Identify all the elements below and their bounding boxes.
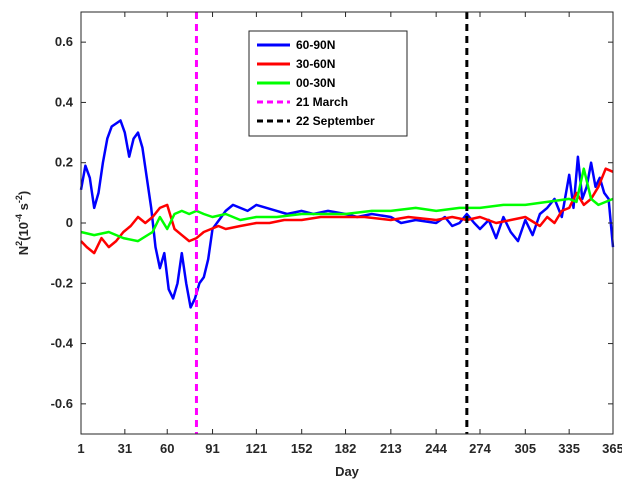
x-tick-label: 1	[77, 441, 84, 456]
y-axis-label-sup1: 2	[14, 241, 24, 246]
series-60-90n-line	[79, 119, 615, 309]
series-30-60n-line	[80, 167, 614, 255]
legend-label-22-september: 22 September	[296, 114, 375, 128]
x-tick-label: 305	[514, 441, 536, 456]
series-00-30n-line	[80, 167, 614, 243]
y-tick-label: -0.2	[51, 275, 73, 290]
y-tick-label: -0.6	[51, 396, 73, 411]
x-tick-label: 335	[558, 441, 580, 456]
x-tick-label: 91	[205, 441, 219, 456]
legend: 60-90N 30-60N 00-30N 21 March 22 September	[248, 30, 408, 137]
y-axis-label-sup3: -2	[14, 195, 24, 203]
y-tick-label: 0.2	[55, 155, 73, 170]
y-axis-label-base: N	[16, 246, 31, 255]
x-axis-label: Day	[335, 464, 360, 479]
y-axis-label-sup2: -4	[14, 214, 24, 222]
legend-box	[248, 30, 408, 137]
x-tick-label: 60	[160, 441, 174, 456]
y-tick-label: -0.4	[51, 336, 74, 351]
x-tick-label: 152	[291, 441, 313, 456]
y-axis-label-mid: (10	[16, 222, 31, 241]
x-tick-label: 121	[246, 441, 268, 456]
legend-label-60-90n: 60-90N	[296, 38, 335, 52]
legend-label-21-march: 21 March	[296, 95, 348, 109]
y-axis-label: N2(10-4 s-2)	[14, 191, 31, 255]
x-tick-label: 365	[602, 441, 622, 456]
x-tick-label: 244	[425, 441, 447, 456]
y-axis-label-end: )	[16, 191, 31, 195]
legend-label-00-30n: 00-30N	[296, 76, 335, 90]
x-tick-label: 213	[380, 441, 402, 456]
y-tick-label: 0.4	[55, 94, 74, 109]
x-tick-label: 182	[335, 441, 357, 456]
x-tick-label: 31	[118, 441, 132, 456]
y-axis-label-mid2: s	[16, 203, 31, 214]
legend-label-30-60n: 30-60N	[296, 57, 335, 71]
series-layer	[79, 12, 615, 434]
y-tick-label: 0.6	[55, 34, 73, 49]
y-tick-label: 0	[66, 215, 73, 230]
tick-layer: 1 31 60 91 121 152 182 213 244 274 305 335 365 -0.6 -0…	[51, 12, 622, 456]
x-tick-label: 274	[469, 441, 491, 456]
